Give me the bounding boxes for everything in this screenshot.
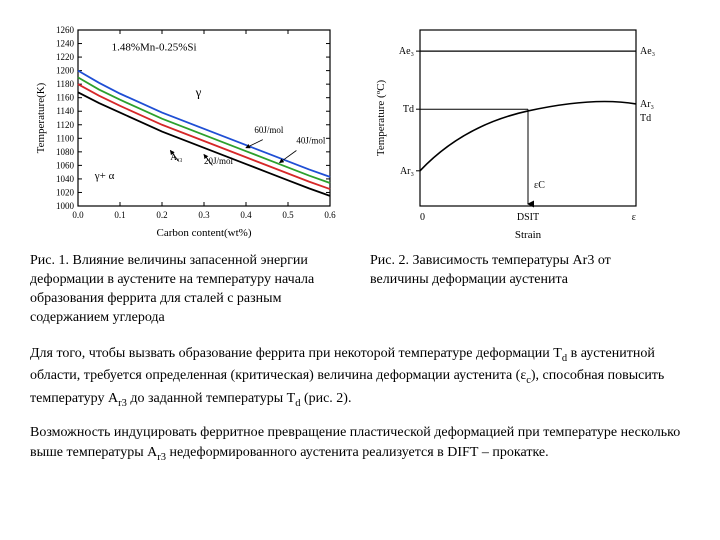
svg-text:0.0: 0.0: [72, 210, 84, 220]
svg-text:ε: ε: [632, 212, 636, 223]
svg-text:1260: 1260: [56, 25, 75, 35]
svg-text:Temperature(K): Temperature(K): [35, 82, 47, 153]
svg-text:0.6: 0.6: [324, 210, 336, 220]
svg-text:1080: 1080: [56, 147, 75, 157]
figure-1-svg: 0.0 0.1 0.2 0.3 0.4 0.5 0.6 1000 1020 1040 1060 108…: [30, 20, 340, 240]
svg-text:1020: 1020: [56, 187, 75, 197]
svg-text:1140: 1140: [56, 106, 74, 116]
svg-text:Ar₃: Ar₃: [640, 99, 654, 110]
figure-1: 0.0 0.1 0.2 0.3 0.4 0.5 0.6 1000 1020 1040 1060 108…: [30, 20, 340, 240]
svg-text:20J/mol: 20J/mol: [204, 156, 234, 166]
svg-text:1160: 1160: [56, 93, 74, 103]
svg-text:γ: γ: [195, 84, 202, 99]
p1-a: Для того, чтобы вызвать образование ферр…: [30, 346, 562, 361]
svg-text:γ+ α: γ+ α: [94, 170, 115, 182]
svg-text:40J/mol: 40J/mol: [296, 136, 326, 146]
svg-text:Td: Td: [403, 104, 414, 115]
svg-text:1220: 1220: [56, 52, 75, 62]
paragraph-1: Для того, чтобы вызвать образование ферр…: [30, 344, 690, 411]
svg-text:1200: 1200: [56, 66, 75, 76]
svg-text:Td: Td: [640, 113, 651, 124]
svg-text:Temperature (ºC): Temperature (ºC): [375, 80, 387, 157]
svg-text:Strain: Strain: [515, 229, 542, 240]
svg-text:0.5: 0.5: [282, 210, 294, 220]
svg-text:1100: 1100: [56, 133, 74, 143]
svg-text:1.48%Mn-0.25%Si: 1.48%Mn-0.25%Si: [112, 41, 197, 53]
svg-text:0: 0: [420, 212, 425, 223]
svg-text:0.3: 0.3: [198, 210, 210, 220]
svg-text:0.4: 0.4: [240, 210, 252, 220]
paragraph-2: Возможность индуцировать ферритное превр…: [30, 423, 690, 465]
svg-text:Aₑ₃: Aₑ₃: [170, 152, 182, 162]
svg-text:0.1: 0.1: [114, 210, 125, 220]
figure-2: Ae₃ Td Ar₃ Ae₃ Ar₃ Td 0 DSIT ε εC Strain Temperatur…: [370, 20, 670, 240]
svg-text:60J/mol: 60J/mol: [254, 125, 284, 135]
svg-text:Ae₃: Ae₃: [399, 46, 414, 57]
svg-text:Ae₃: Ae₃: [640, 46, 655, 57]
svg-text:Carbon content(wt%): Carbon content(wt%): [157, 227, 252, 239]
p2-b: недеформированного аустенита реализуется…: [166, 445, 549, 460]
svg-text:DSIT: DSIT: [517, 212, 539, 223]
p1-e: (рис. 2).: [300, 391, 351, 406]
p1-d: до заданной температуры T: [127, 391, 295, 406]
caption-fig1: Рис. 1. Влияние величины запасенной энер…: [30, 252, 340, 328]
svg-text:1040: 1040: [56, 174, 75, 184]
svg-text:εC: εC: [534, 180, 545, 191]
svg-text:1120: 1120: [56, 120, 74, 130]
svg-text:1000: 1000: [56, 201, 75, 211]
svg-text:0.2: 0.2: [156, 210, 167, 220]
svg-text:1060: 1060: [56, 160, 75, 170]
caption-fig2: Рис. 2. Зависимость температуры Ar3 от в…: [370, 252, 670, 328]
svg-text:Ar₃: Ar₃: [400, 166, 414, 177]
figure-2-svg: Ae₃ Td Ar₃ Ae₃ Ar₃ Td 0 DSIT ε εC Strain Temperatur…: [370, 20, 670, 240]
svg-text:1240: 1240: [56, 39, 75, 49]
svg-text:1180: 1180: [56, 79, 74, 89]
